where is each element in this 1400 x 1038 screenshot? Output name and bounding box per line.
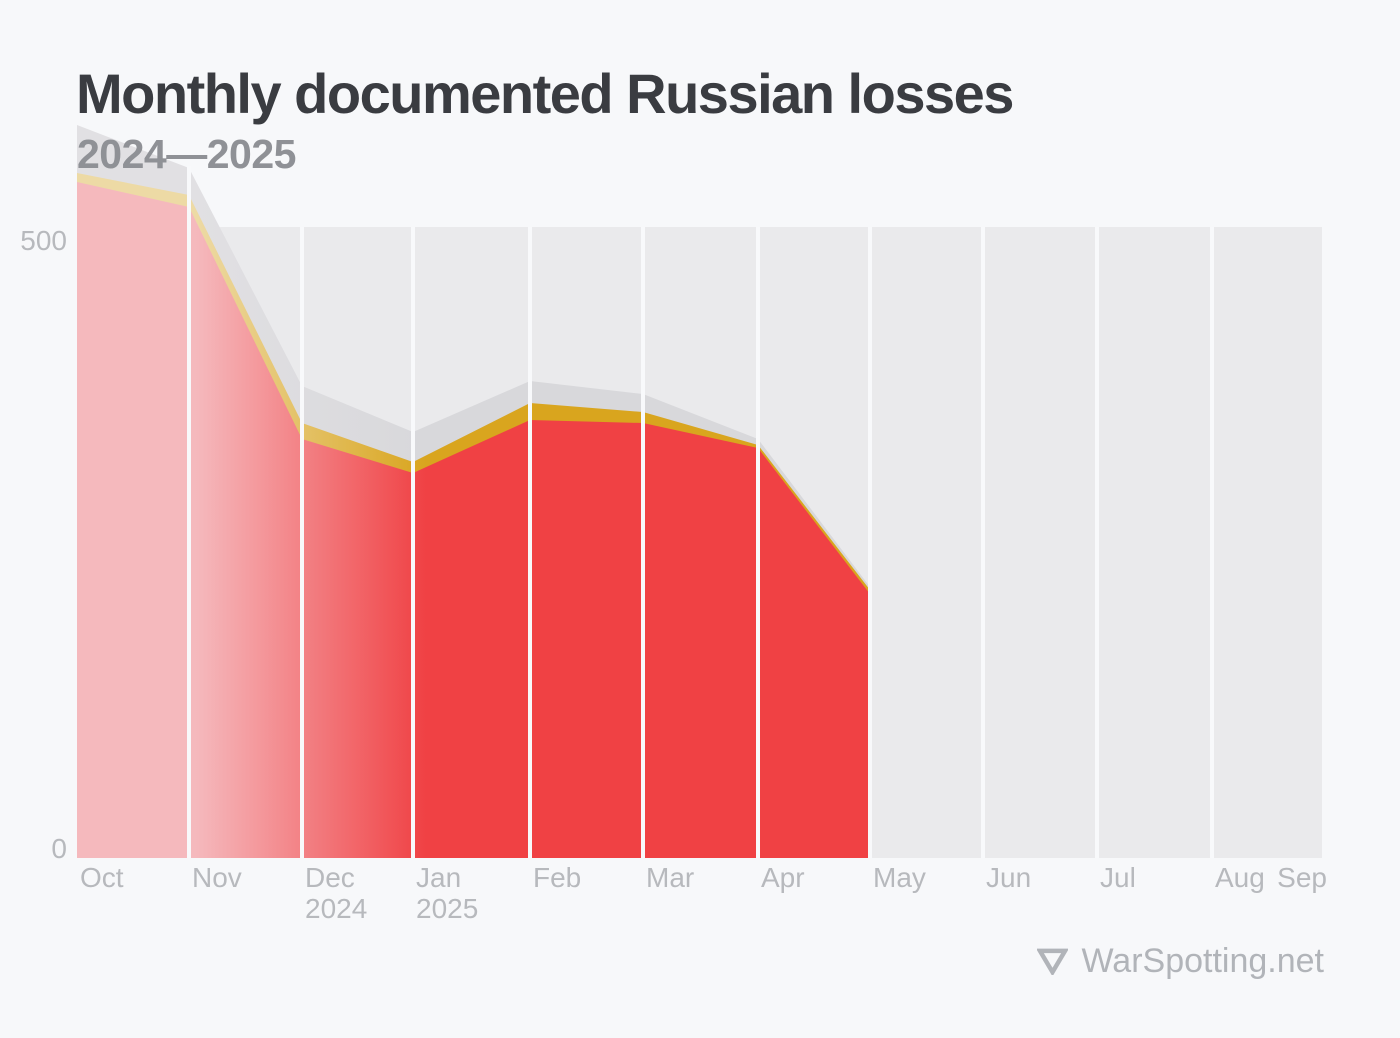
month-column — [872, 227, 981, 858]
x-tick-label: Jan — [416, 862, 461, 893]
column-divider — [981, 227, 985, 858]
red-layer-area — [77, 182, 870, 858]
x-tick-label: May — [873, 862, 926, 893]
y-tick-label: 0 — [51, 833, 67, 864]
column-divider — [1210, 227, 1214, 858]
month-column — [1099, 227, 1210, 858]
footer-brand-text: WarSpotting.net — [1081, 942, 1324, 980]
y-tick-label: 500 — [20, 225, 67, 256]
month-column — [985, 227, 1095, 858]
x-tick-label: Sep — [1277, 862, 1327, 893]
x-tick-label: Feb — [533, 862, 581, 893]
column-divider — [528, 227, 532, 858]
x-tick-label: Apr — [761, 862, 805, 893]
warspotting-triangle-icon — [1037, 948, 1069, 975]
x-tick-label: Mar — [646, 862, 694, 893]
chart-subtitle: 2024—2025 — [77, 131, 296, 177]
x-tick-label: Oct — [80, 862, 124, 893]
x-tick-label: Dec — [305, 862, 355, 893]
x-tick-year-label: 2024 — [305, 893, 367, 924]
column-divider — [411, 227, 415, 858]
column-divider — [300, 227, 304, 858]
column-divider — [756, 227, 760, 858]
column-divider — [641, 227, 645, 858]
chart-title: Monthly documented Russian losses — [76, 62, 1014, 125]
column-divider — [187, 165, 191, 859]
x-tick-label: Nov — [192, 862, 242, 893]
column-divider — [868, 227, 872, 858]
footer-brand: WarSpotting.net — [1037, 942, 1324, 981]
x-tick-label: Jul — [1100, 862, 1136, 893]
x-tick-year-label: 2025 — [416, 893, 478, 924]
month-column — [1214, 227, 1322, 858]
x-tick-label: Jun — [986, 862, 1031, 893]
x-tick-label: Aug — [1215, 862, 1265, 893]
column-divider — [1095, 227, 1099, 858]
